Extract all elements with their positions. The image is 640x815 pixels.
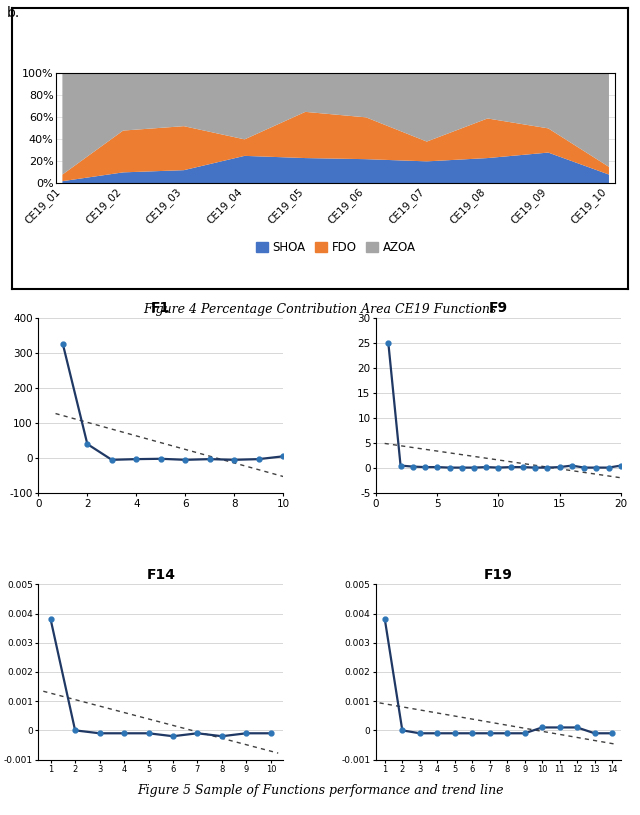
Title: F19: F19 [484, 568, 513, 582]
Text: b.: b. [6, 6, 20, 20]
Text: Figure 5 Sample of Functions performance and trend line: Figure 5 Sample of Functions performance… [137, 784, 503, 797]
Title: F1: F1 [151, 302, 170, 315]
Legend: SHOA, FDO, AZOA: SHOA, FDO, AZOA [253, 239, 418, 257]
Title: F14: F14 [147, 568, 175, 582]
Title: F9: F9 [489, 302, 508, 315]
Text: Figure 4 Percentage Contribution Area CE19 Functions: Figure 4 Percentage Contribution Area CE… [143, 303, 497, 316]
